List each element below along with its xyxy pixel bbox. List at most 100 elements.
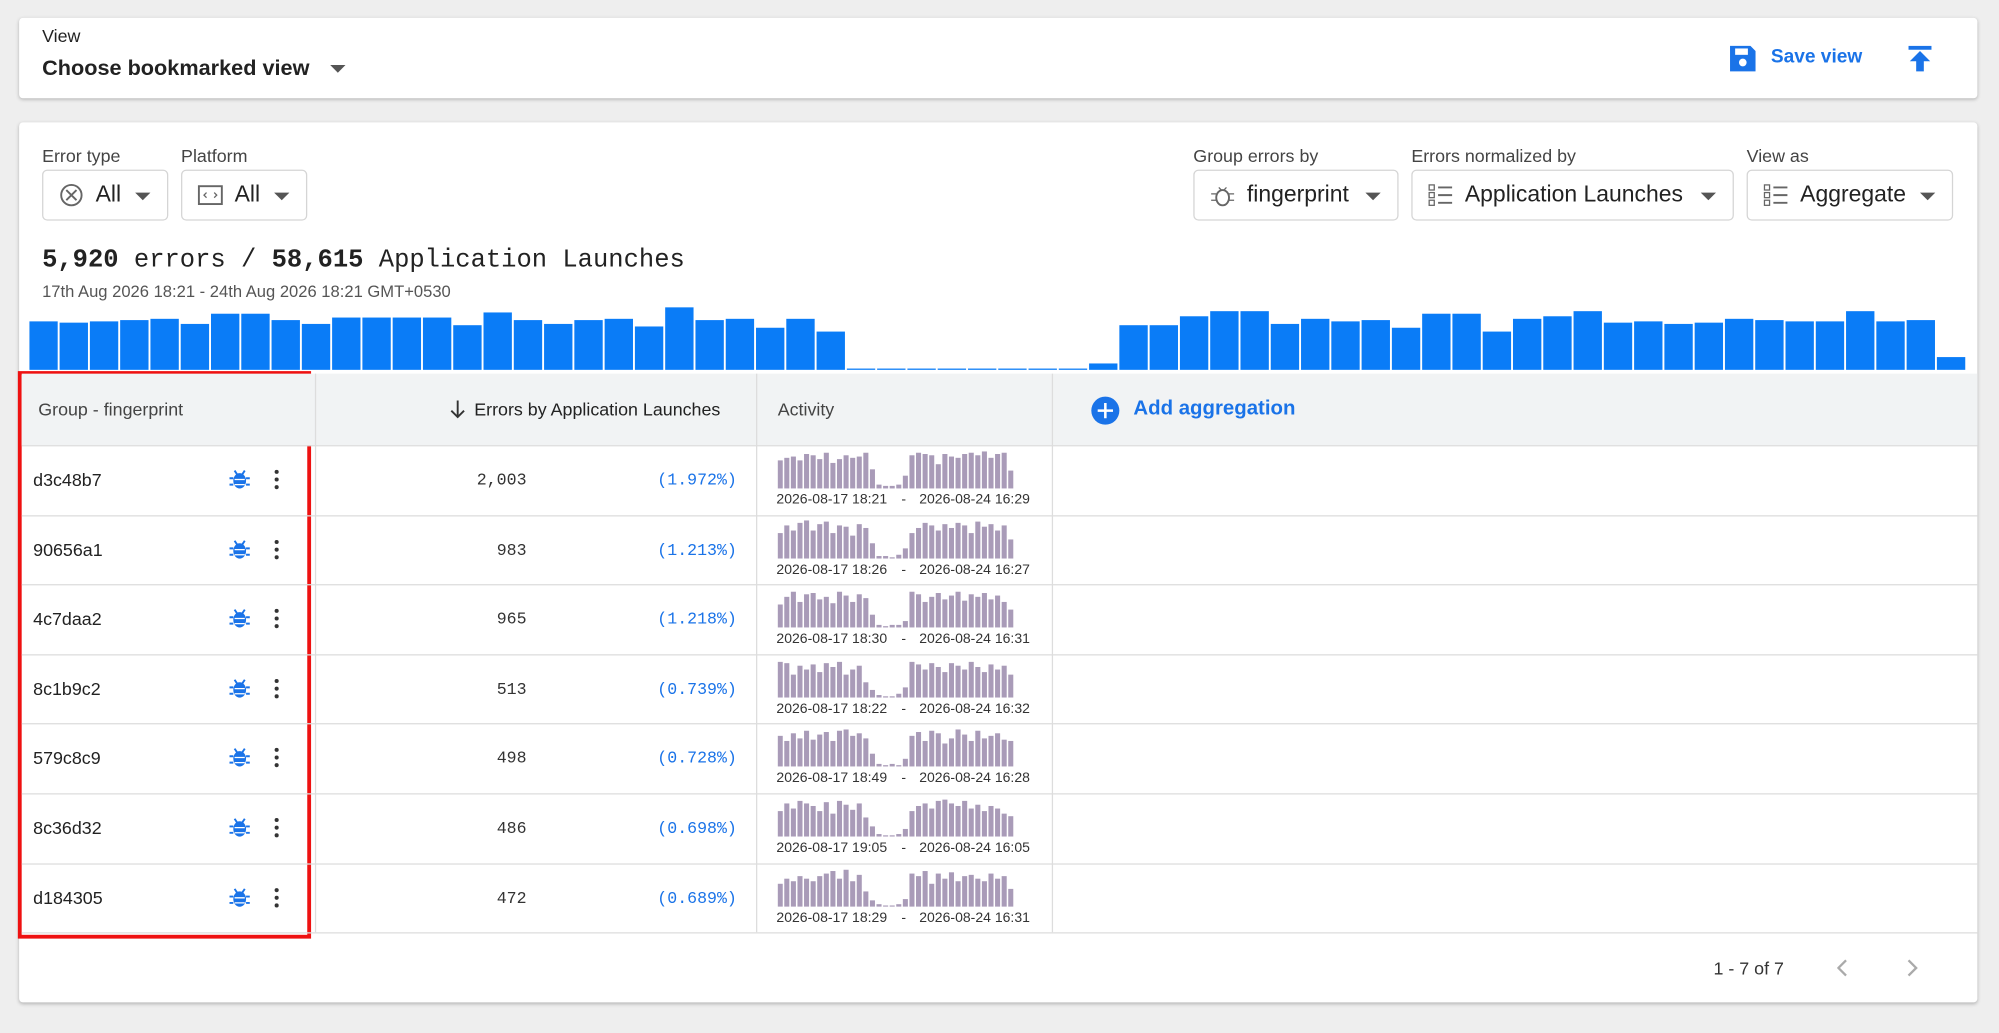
histogram-bar [725, 318, 755, 370]
icon [1763, 191, 1771, 199]
icon [234, 757, 245, 764]
page-chevron[interactable] [1907, 959, 1918, 977]
summary: 5,920 errors / 58,615 Application Launch… [42, 246, 685, 275]
caret-shape [274, 192, 290, 201]
view-select[interactable]: Choose bookmarked view [42, 56, 310, 81]
group-id[interactable]: 8c36d32 [33, 817, 102, 838]
sparkline-bar [784, 803, 790, 837]
filter-icon [1428, 184, 1453, 206]
sparkline-bar [836, 731, 843, 767]
filter-value[interactable]: All [95, 181, 122, 207]
sparkline-bar [929, 883, 935, 907]
sparkline-bar [823, 521, 829, 559]
sparkline-bar [810, 664, 816, 698]
group-id[interactable]: 579c8c9 [33, 747, 101, 769]
sparkline-bar [968, 874, 974, 907]
filter-select[interactable] [1193, 169, 1399, 221]
sparkline-bar [856, 665, 862, 698]
caret-shape [135, 192, 151, 201]
sparkline-bar [935, 873, 941, 907]
filter-value[interactable]: All [234, 181, 261, 207]
sparkline-bar [863, 738, 869, 767]
save-icon[interactable] [1727, 43, 1758, 74]
sparkline-bar [804, 454, 810, 489]
histogram-bar [1452, 313, 1481, 370]
sparkline-bar [804, 878, 810, 907]
sparkline-bar [902, 759, 908, 767]
filter-select[interactable] [42, 169, 169, 221]
sparkline-bar [988, 457, 994, 489]
histogram-bar [1240, 311, 1269, 370]
sparkline-bar [955, 665, 961, 698]
sparkline-bar [981, 880, 987, 907]
percent: (1.972%) [657, 470, 737, 490]
group-id[interactable]: d3c48b7 [33, 469, 102, 490]
group-id[interactable]: 90656a1 [33, 538, 103, 560]
histogram-bar [574, 320, 603, 370]
sparkline-bar [823, 873, 829, 907]
sparkline-bar [988, 664, 994, 698]
filter-icon [60, 183, 83, 207]
filter-value[interactable]: Aggregate [1800, 181, 1907, 207]
sparkline-bar [843, 804, 849, 837]
sparkline-bar [896, 903, 902, 907]
filter-value[interactable]: Application Launches [1464, 181, 1684, 207]
header-activity: Activity [777, 399, 835, 420]
group-id[interactable]: 8c1b9c2 [33, 678, 101, 699]
upload-icon[interactable] [1906, 45, 1934, 73]
histogram-bar [180, 323, 210, 370]
filter-select[interactable] [1746, 169, 1954, 221]
sparkline-bar [777, 460, 783, 489]
sparkline-bar [883, 555, 889, 559]
count: 513 [496, 679, 527, 699]
sparkline-bar [850, 669, 856, 698]
sparkline-bar [883, 696, 889, 698]
histogram-bar [1664, 323, 1693, 370]
sparkline-bar [810, 880, 816, 907]
separator: - [901, 631, 907, 647]
sparkline-bar [836, 800, 843, 837]
separator: - [901, 561, 907, 578]
chevron [1907, 959, 1918, 977]
save-view[interactable]: Save view [1770, 45, 1863, 68]
histogram-bar [1846, 311, 1875, 370]
count: 965 [496, 609, 527, 629]
group-id[interactable]: 4c7daa2 [33, 608, 102, 629]
sparkline-bar [962, 669, 968, 698]
sparkline-bar [922, 602, 928, 628]
sparkline-bar [896, 834, 902, 837]
histogram-bar [1119, 325, 1148, 370]
sparkline-bar [981, 593, 987, 628]
page-chevron[interactable] [1837, 959, 1848, 977]
sparkline-bar [916, 594, 922, 628]
percent: (0.689%) [657, 888, 737, 908]
filter-value[interactable]: fingerprint [1246, 181, 1349, 207]
histogram-bar [604, 318, 633, 370]
filter-label: Errors normalized by [1411, 145, 1576, 166]
add-aggregation[interactable]: Add aggregation [1133, 397, 1296, 420]
histogram-bar [392, 317, 422, 370]
filter-select[interactable] [1411, 169, 1734, 221]
sparkline-bar [916, 664, 922, 698]
sparkline-bar [968, 594, 974, 628]
sparkline-bar [968, 532, 974, 559]
sparkline-bar [784, 878, 790, 907]
filter-select[interactable] [181, 169, 308, 221]
dot [274, 817, 279, 823]
sparkline-bar [942, 523, 948, 559]
sparkline-bar [929, 808, 935, 837]
count: 983 [496, 540, 527, 560]
start-time: 2026-08-17 18:49 [776, 770, 888, 787]
icon [234, 548, 245, 555]
group-id[interactable]: d184305 [33, 887, 103, 908]
row-divider [21, 723, 1978, 725]
sparkline-bar [850, 809, 856, 837]
dot [274, 485, 279, 490]
sparkline-bar [876, 903, 882, 907]
sparkline-bar [942, 799, 948, 837]
summary-launches-unit: Application Launches [378, 246, 685, 276]
caret-shape [1919, 192, 1936, 201]
sparkline-bar [1001, 740, 1007, 767]
histogram-bar [695, 320, 724, 370]
icon [234, 618, 245, 625]
